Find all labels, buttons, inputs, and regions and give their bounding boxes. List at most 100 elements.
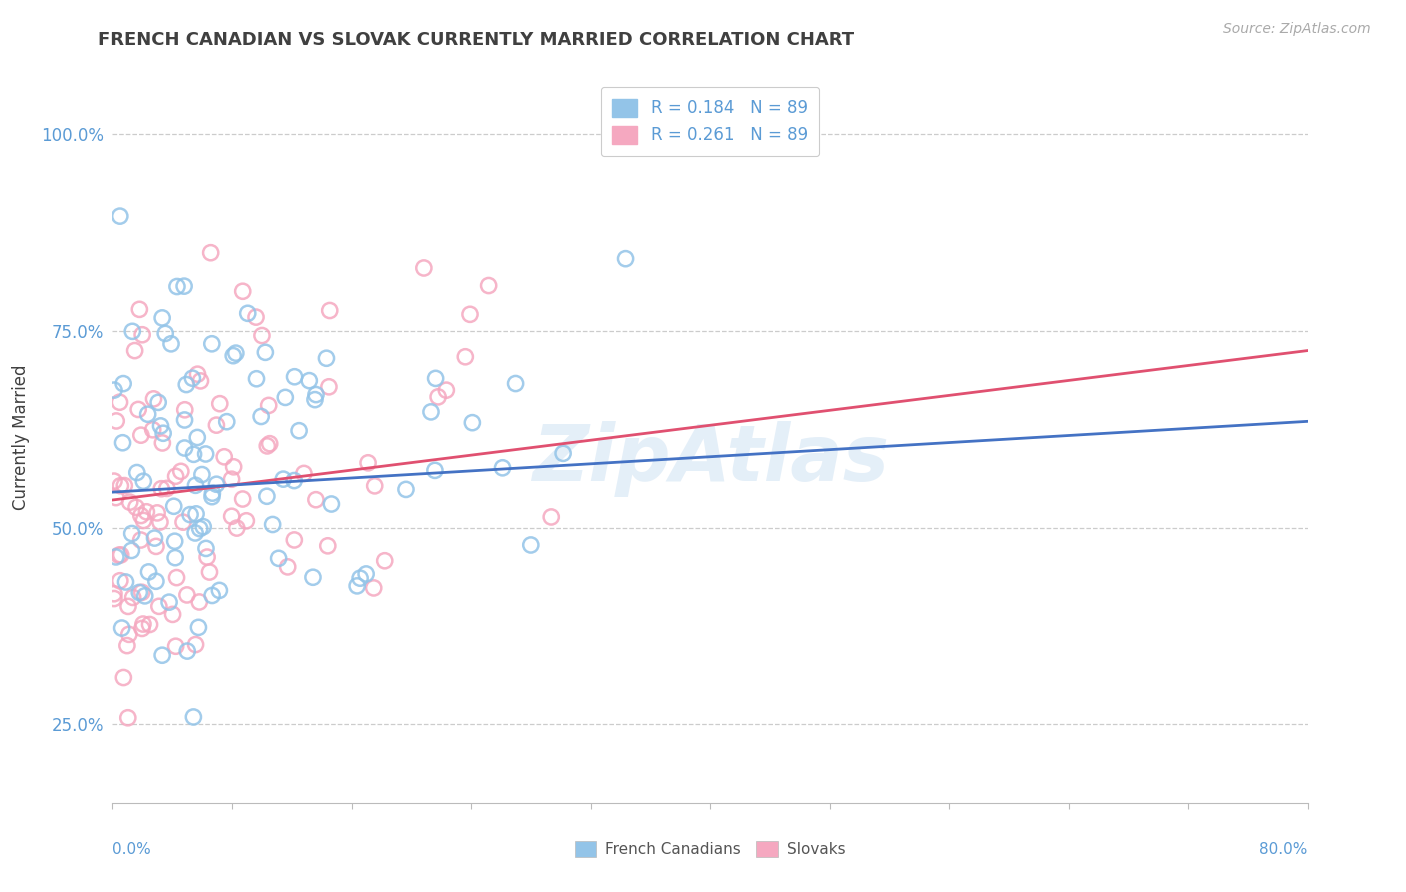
Point [245, 372, 267, 386]
Point [148, 599, 170, 614]
Point [114, 574, 136, 589]
Point [110, 479, 132, 493]
Point [132, 475, 155, 489]
Point [520, 538, 543, 552]
Point [110, 548, 132, 562]
Point [250, 409, 273, 424]
Point [208, 397, 231, 411]
Point [184, 507, 207, 521]
Point [124, 343, 146, 358]
Point [136, 407, 159, 421]
Point [104, 491, 127, 505]
Point [108, 395, 131, 409]
Point [129, 533, 152, 547]
Point [131, 585, 153, 599]
Point [271, 472, 294, 486]
Point [172, 515, 194, 529]
Point [187, 620, 209, 634]
Point [117, 599, 139, 614]
Point [146, 506, 169, 520]
Point [250, 328, 273, 343]
Point [478, 278, 501, 293]
Point [305, 387, 328, 401]
Point [163, 500, 186, 514]
Point [505, 376, 527, 391]
Point [346, 579, 368, 593]
Point [349, 571, 371, 585]
Point [132, 513, 155, 527]
Point [201, 336, 224, 351]
Point [173, 402, 195, 417]
Point [288, 424, 311, 438]
Point [194, 447, 217, 461]
Text: FRENCH CANADIAN VS SLOVAK CURRENTLY MARRIED CORRELATION CHART: FRENCH CANADIAN VS SLOVAK CURRENTLY MARR… [98, 31, 855, 49]
Point [205, 477, 228, 491]
Point [305, 492, 328, 507]
Point [321, 497, 343, 511]
Point [221, 472, 243, 486]
Point [125, 466, 148, 480]
Point [551, 446, 574, 460]
Point [176, 588, 198, 602]
Point [298, 374, 321, 388]
Point [115, 639, 138, 653]
Point [184, 638, 207, 652]
Point [155, 326, 177, 341]
Point [319, 303, 342, 318]
Point [236, 306, 259, 320]
Point [156, 482, 179, 496]
Point [245, 310, 267, 325]
Point [170, 464, 193, 478]
Point [201, 490, 224, 504]
Point [128, 585, 150, 599]
Text: ZipAtlas: ZipAtlas [531, 421, 889, 497]
Point [364, 479, 387, 493]
Point [138, 617, 160, 632]
Point [142, 423, 165, 437]
Point [148, 395, 170, 409]
Point [222, 459, 245, 474]
Point [201, 589, 224, 603]
Point [145, 574, 167, 589]
Point [454, 350, 477, 364]
Point [179, 508, 201, 522]
Point [277, 560, 299, 574]
Point [121, 324, 143, 338]
Point [150, 310, 173, 325]
Y-axis label: Currently Married: Currently Married [13, 364, 30, 510]
Point [304, 392, 326, 407]
Point [259, 436, 281, 450]
Point [149, 515, 172, 529]
Point [191, 467, 214, 482]
Point [181, 371, 204, 385]
Point [104, 549, 127, 564]
Point [184, 526, 207, 541]
Point [423, 463, 446, 477]
Point [225, 521, 247, 535]
Point [316, 539, 339, 553]
Point [395, 483, 418, 497]
Point [129, 428, 152, 442]
Point [188, 595, 211, 609]
Text: 80.0%: 80.0% [1260, 842, 1308, 856]
Point [160, 336, 183, 351]
Point [186, 430, 208, 444]
Point [166, 571, 188, 585]
Point [221, 509, 243, 524]
Point [458, 307, 481, 321]
Point [150, 482, 173, 496]
Point [111, 435, 134, 450]
Point [103, 383, 125, 397]
Point [198, 565, 221, 579]
Point [184, 478, 207, 492]
Point [205, 418, 228, 433]
Point [363, 581, 385, 595]
Point [112, 478, 135, 492]
Point [120, 543, 142, 558]
Point [420, 405, 443, 419]
Point [222, 349, 245, 363]
Point [283, 369, 305, 384]
Point [111, 621, 134, 635]
Point [163, 534, 186, 549]
Point [208, 583, 231, 598]
